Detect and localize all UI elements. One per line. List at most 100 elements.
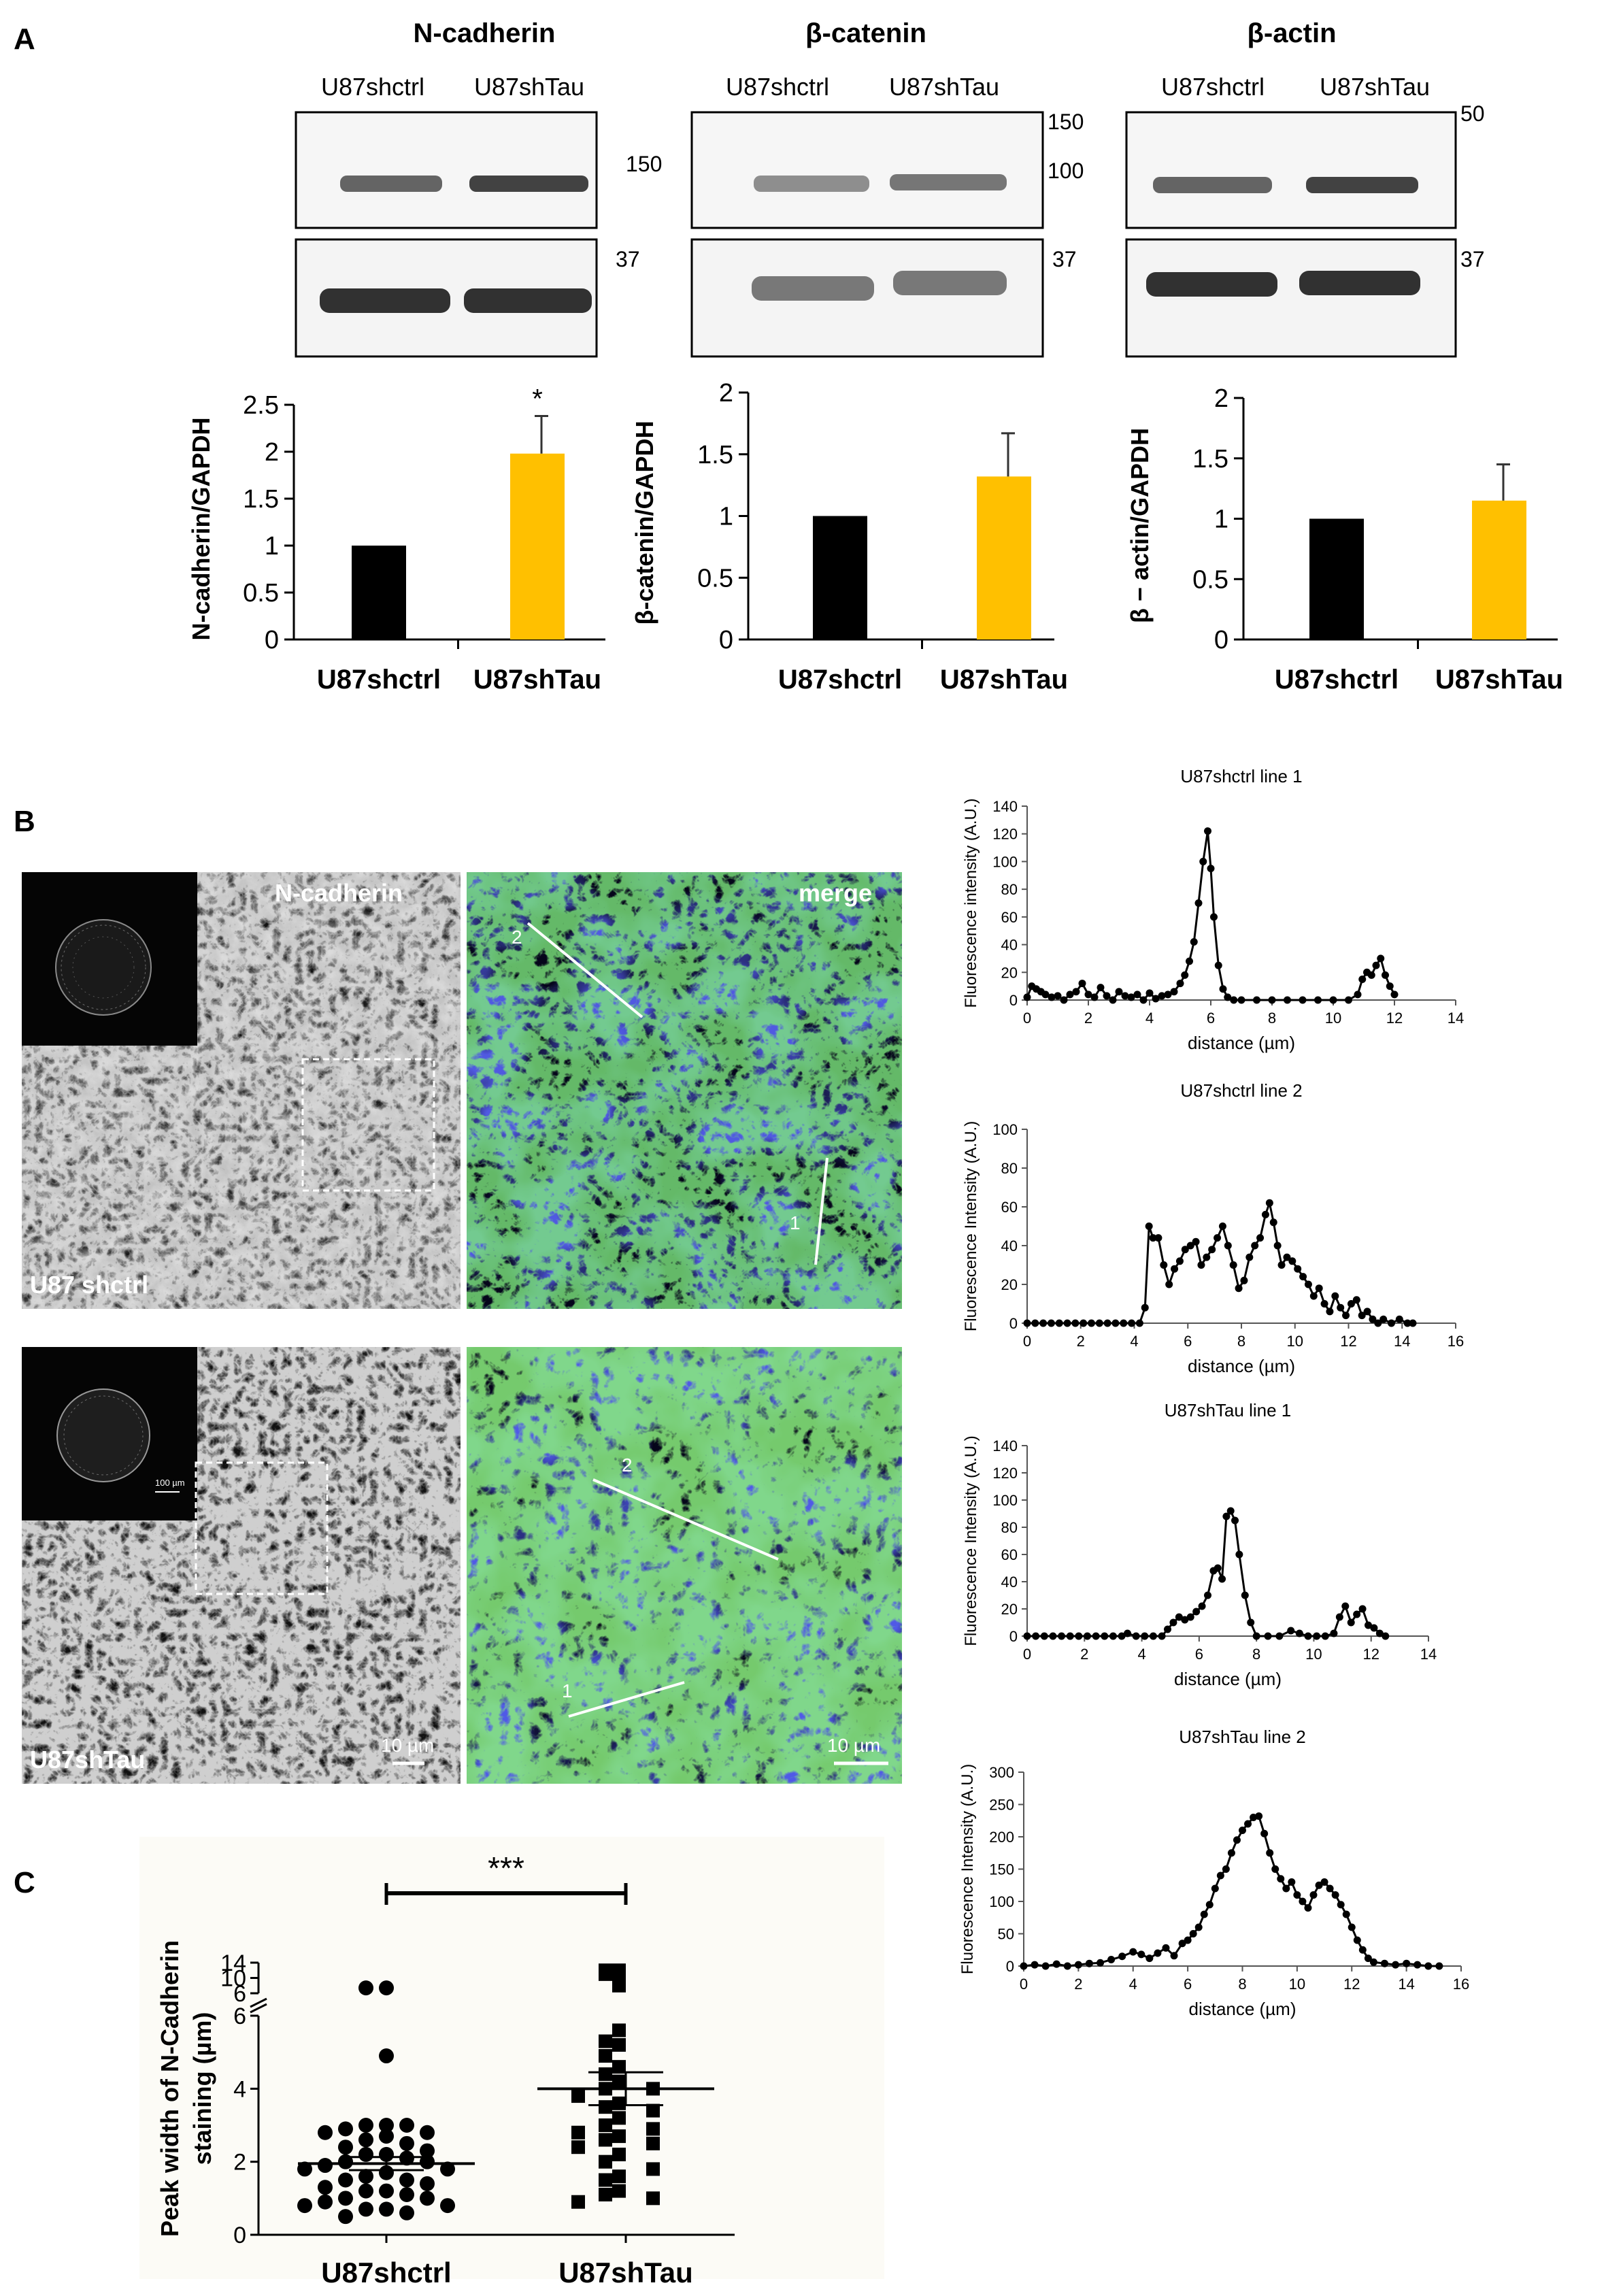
data-point [1241, 1591, 1249, 1599]
x-tick-label: 6 [1184, 1976, 1192, 1993]
data-point [1145, 1222, 1153, 1230]
y-tick-label: 0 [265, 626, 279, 654]
merge-label: merge [799, 879, 873, 907]
data-point [1207, 865, 1215, 873]
data-point [1152, 995, 1160, 1003]
data-point [1074, 1961, 1082, 1969]
scatter-point [338, 2191, 353, 2206]
y-tick-label: 200 [989, 1829, 1014, 1846]
scatter-point [599, 2187, 612, 2201]
scatter-point [612, 2147, 626, 2161]
x-tick-label: 8 [1238, 1976, 1246, 1993]
blot-membrane-lower [1125, 238, 1457, 358]
data-point [1198, 1602, 1206, 1610]
blot-marker: 150 [1048, 110, 1084, 134]
data-point [1341, 1602, 1350, 1610]
data-point [1271, 1865, 1279, 1873]
scatter-point [420, 2191, 435, 2206]
x-tick-label: 6 [1207, 1010, 1215, 1027]
data-point [1041, 1962, 1050, 1970]
x-tick-label: 2 [1084, 1010, 1092, 1027]
data-point [1090, 993, 1099, 1001]
scatter-point [646, 2103, 660, 2118]
blot-marker: 37 [1052, 247, 1077, 271]
data-point [1118, 1632, 1126, 1640]
data-point [1342, 1910, 1350, 1918]
category-label: U87shTau [473, 665, 601, 695]
data-point [1084, 991, 1092, 999]
scatter-point [358, 2201, 373, 2217]
panel-label-b: B [14, 805, 35, 838]
data-point [1392, 1961, 1400, 1969]
data-point [1197, 1261, 1205, 1269]
data-point [1386, 982, 1394, 991]
x-tick-label: 16 [1448, 1333, 1464, 1350]
data-point [1222, 1865, 1230, 1873]
x-tick-label: 0 [1023, 1646, 1031, 1663]
blot-marker: 37 [616, 247, 640, 271]
profile-title: U87shctrl line 2 [1180, 1080, 1302, 1101]
data-point [1309, 1292, 1318, 1300]
scatter-point [338, 2209, 353, 2225]
blot-lane-label: U87shctrl [726, 73, 829, 101]
data-point [1181, 1616, 1189, 1624]
scatter-point [599, 2049, 612, 2063]
data-point [1032, 1632, 1040, 1640]
data-point [1048, 993, 1056, 1001]
data-point [1054, 992, 1062, 1000]
ncadherin-grayscale-shctrl: N-cadherin U87 shctrl [22, 872, 461, 1309]
data-point [1331, 1891, 1339, 1899]
x-tick-label: 14 [1448, 1010, 1464, 1027]
profile-line [1027, 1199, 1413, 1325]
category-label: U87shctrl [317, 665, 441, 695]
data-point [1261, 1210, 1269, 1218]
y-axis-label: Fluorescence Intensity (A.U.) [962, 1435, 980, 1646]
scatter-point [358, 2183, 373, 2199]
significance-marker: * [532, 384, 543, 414]
bar [352, 546, 406, 639]
blot-band [890, 174, 1007, 190]
panel-label-a: A [14, 22, 35, 56]
scatter-point [358, 2132, 373, 2148]
data-point [1210, 913, 1218, 921]
data-point [1347, 1618, 1355, 1627]
data-point [1041, 991, 1050, 999]
bar [977, 476, 1031, 639]
data-point [1347, 1300, 1355, 1308]
y-tick-label: 60 [1001, 909, 1018, 926]
scatter-point [571, 2140, 585, 2154]
data-point [1288, 1257, 1296, 1265]
y-tick-label: 14 [220, 1950, 246, 1976]
y-tick-label: 40 [1001, 937, 1018, 954]
merge-image-shtau: 2 1 10 µm [467, 1347, 902, 1784]
y-tick-label: 50 [998, 1926, 1014, 1943]
data-point [1320, 1300, 1328, 1308]
scatter-point [612, 2096, 626, 2110]
data-point [1186, 957, 1193, 965]
panel-label-c: C [14, 1866, 35, 1899]
profile-line [1023, 1814, 1439, 1967]
y-tick-label: 140 [992, 798, 1018, 815]
data-point [1321, 1632, 1329, 1640]
x-tick-label: 2 [1077, 1333, 1085, 1350]
profile-title: U87shctrl line 1 [1180, 766, 1302, 786]
blot-marker: 100 [1048, 159, 1084, 183]
scatter-background [139, 1837, 884, 2279]
data-point [1353, 1936, 1361, 1944]
axis-break [250, 1997, 267, 2008]
merge-texture [467, 872, 902, 1309]
data-point [1314, 996, 1322, 1004]
data-point [1230, 996, 1238, 1004]
x-axis-label: distance (µm) [1174, 1669, 1282, 1689]
y-axis-label: N-cadherin/GAPDH [187, 417, 215, 640]
data-point [1031, 1319, 1039, 1327]
y-tick-label: 6 [233, 2003, 246, 2029]
merge-texture-2 [467, 1347, 902, 1784]
data-point [1331, 1292, 1339, 1300]
y-tick-label: 0 [719, 626, 733, 654]
scatter-point [571, 2195, 585, 2209]
y-tick-label: 0 [1009, 992, 1018, 1009]
data-point [1170, 1952, 1178, 1960]
bar [1472, 500, 1526, 639]
